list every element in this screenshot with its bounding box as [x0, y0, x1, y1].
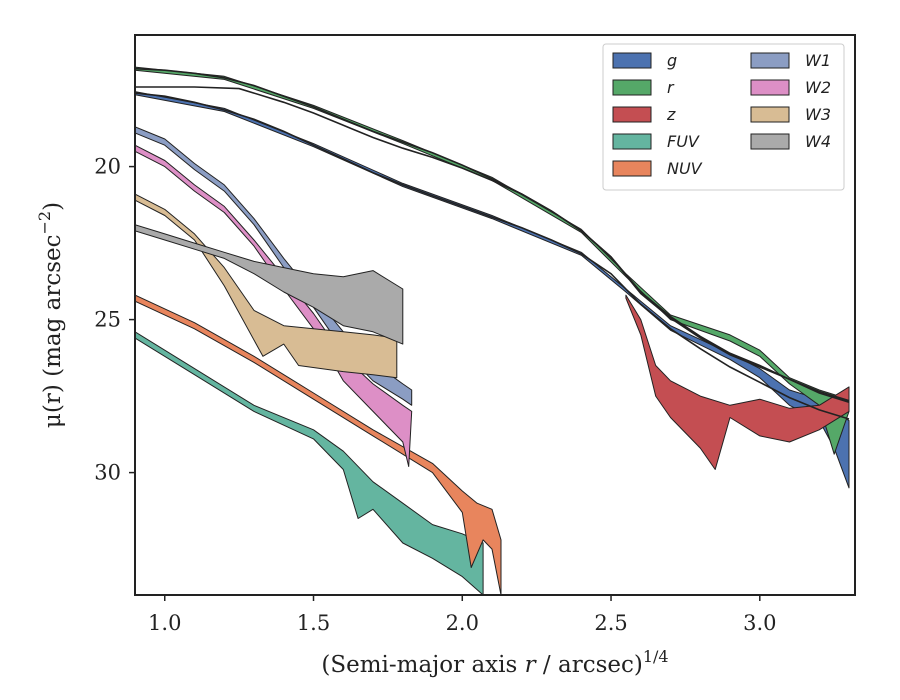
legend-label-z: z — [666, 105, 676, 124]
legend-label-g: g — [667, 51, 677, 70]
y-tick-label: 25 — [94, 308, 121, 332]
legend-label-w1: W1 — [805, 51, 831, 70]
legend-label-nuv: NUV — [667, 159, 703, 178]
x-label-sup: 1/4 — [643, 647, 669, 666]
x-tick-label: 2.0 — [446, 611, 479, 635]
band-nuv — [135, 294, 502, 595]
legend-swatch-w3 — [750, 106, 790, 123]
model-curve-3 — [135, 92, 850, 420]
legend-swatch-w2 — [750, 79, 790, 96]
x-tick-label: 3.0 — [743, 611, 776, 635]
legend-label-w4: W4 — [805, 132, 831, 151]
y-label-sup: −2 — [35, 211, 54, 235]
y-label-text: μ(r) (mag arcsec — [40, 234, 66, 428]
band-fuv — [135, 331, 484, 595]
legend-swatch-fuv — [612, 133, 652, 150]
y-tick-label: 30 — [94, 461, 121, 485]
legend-swatch-g — [612, 52, 652, 69]
plot-frame — [134, 34, 856, 596]
legend-label-w3: W3 — [805, 105, 831, 124]
legend-swatch-w4 — [750, 133, 790, 150]
model-curves — [135, 67, 850, 420]
x-tick-label: 1.0 — [148, 611, 181, 635]
x-axis-label: (Semi-major axis r / arcsec)1/4 — [321, 647, 668, 678]
legend-swatch-nuv — [612, 160, 652, 177]
y-label-close: ) — [40, 202, 66, 211]
legend-label-w2: W2 — [805, 78, 831, 97]
legend-swatch-w1 — [750, 52, 790, 69]
x-tick-label: 1.5 — [297, 611, 330, 635]
model-curve-1 — [135, 67, 850, 403]
x-label-text-end: / arcsec) — [536, 652, 643, 678]
legend-swatch-r — [612, 79, 652, 96]
band-z — [625, 294, 850, 470]
legend-label-fuv: FUV — [667, 132, 700, 151]
axes: 1.0 1.5 2.0 2.5 3.0 20 25 30 — [94, 34, 856, 635]
x-label-var: r — [525, 652, 538, 678]
model-curve-2 — [135, 86, 850, 402]
legend: grz FUV NUV W1 W2 W3 W4 — [602, 43, 845, 191]
x-tick-label: 2.5 — [594, 611, 627, 635]
legend-swatch-z — [612, 106, 652, 123]
y-tick-label: 20 — [94, 155, 121, 179]
y-axis-label: μ(r) (mag arcsec−2) — [35, 202, 66, 428]
band-w4 — [135, 224, 404, 345]
legend-label-r: r — [667, 78, 675, 97]
plot-bands — [135, 66, 850, 595]
x-label-text: (Semi-major axis — [321, 652, 524, 678]
band-w3 — [135, 193, 398, 379]
band-w2 — [135, 144, 413, 467]
